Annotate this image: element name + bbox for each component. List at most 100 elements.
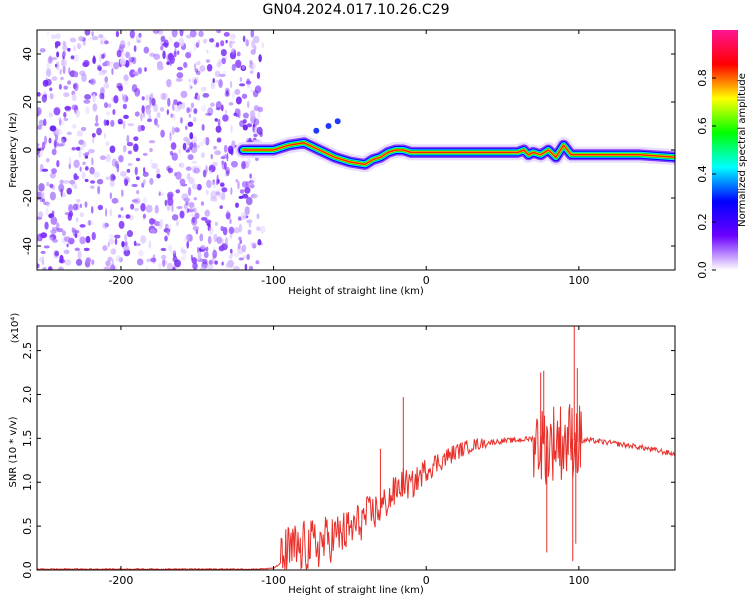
noise-blob (257, 110, 261, 119)
noise-blob (225, 39, 228, 44)
noise-blob (112, 61, 120, 70)
noise-blob (195, 229, 199, 235)
noise-blob (86, 220, 94, 226)
noise-blob (74, 247, 80, 251)
noise-blob (229, 248, 233, 254)
noise-blob (251, 40, 255, 49)
noise-blob (145, 107, 152, 115)
noise-blob (133, 45, 137, 52)
noise-blob (188, 50, 193, 54)
noise-blob (214, 260, 218, 265)
noise-blob (96, 127, 102, 136)
spectral-blob (325, 123, 332, 129)
noise-blob (256, 213, 260, 220)
noise-blob (188, 177, 195, 185)
noise-blob (71, 94, 77, 102)
noise-blob (250, 242, 257, 247)
noise-blob (187, 154, 194, 161)
noise-blob (107, 256, 113, 262)
x-tick-label: -100 (261, 574, 286, 587)
spectrogram-marks (37, 30, 675, 270)
noise-blob (176, 72, 184, 79)
noise-blob (92, 56, 97, 65)
noise-blob (223, 173, 227, 178)
noise-blob (58, 83, 62, 90)
noise-blob (214, 118, 219, 122)
noise-blob (73, 45, 76, 52)
noise-blob (238, 236, 242, 241)
noise-blob (141, 105, 145, 114)
noise-blob (131, 183, 138, 188)
noise-blob (137, 125, 142, 133)
colorbar-tick-label: 0.4 (696, 165, 709, 183)
noise-blob (99, 155, 107, 161)
noise-blob (230, 187, 233, 195)
noise-blob (173, 99, 178, 105)
noise-blob (247, 229, 252, 235)
noise-blob (63, 117, 69, 122)
noise-blob (88, 148, 95, 154)
noise-blob (92, 94, 96, 103)
noise-blob (176, 205, 183, 210)
noise-blob (72, 54, 80, 62)
noise-blob (110, 173, 116, 182)
noise-blob (126, 230, 134, 238)
noise-blob (92, 137, 95, 144)
snr-ylabel: SNR (10 * v/v) (8, 416, 19, 487)
noise-blob (54, 40, 61, 47)
noise-blob (102, 62, 107, 67)
noise-blob (238, 195, 244, 200)
noise-blob (188, 82, 193, 92)
noise-blob (166, 53, 173, 62)
noise-blob (149, 147, 153, 153)
noise-blob (75, 258, 83, 266)
noise-blob (46, 202, 50, 208)
noise-blob (251, 243, 257, 249)
noise-blob (193, 108, 198, 115)
noise-blob (78, 35, 84, 42)
noise-blob (114, 234, 121, 239)
noise-blob (97, 185, 101, 195)
noise-blob (166, 109, 170, 115)
noise-blob (184, 208, 188, 214)
noise-blob (70, 55, 75, 60)
noise-blob (196, 60, 201, 66)
noise-blob (199, 233, 204, 242)
noise-blob (176, 66, 184, 71)
x-tick-label: -200 (108, 274, 133, 287)
y-tick-label: 0 (21, 147, 34, 154)
noise-blob (111, 158, 117, 167)
noise-blob (182, 252, 187, 261)
noise-blob (41, 168, 49, 172)
colorbar-tick-label: 0.8 (696, 69, 709, 87)
noise-blob (191, 213, 194, 217)
y-tick-label: 1.5 (21, 430, 34, 448)
noise-blob (46, 181, 50, 187)
noise-blob (149, 177, 154, 185)
noise-blob (248, 64, 254, 69)
noise-blob (238, 257, 245, 261)
noise-blob (174, 259, 182, 268)
noise-blob (62, 41, 67, 47)
noise-blob (232, 91, 235, 100)
noise-blob (48, 112, 53, 118)
noise-blob (58, 183, 65, 193)
noise-blob (91, 35, 99, 41)
noise-blob (200, 216, 208, 221)
noise-blob (44, 94, 47, 98)
noise-blob (121, 240, 125, 248)
noise-blob (226, 89, 229, 97)
noise-blob (152, 254, 156, 262)
noise-blob (191, 183, 198, 190)
noise-blob (77, 159, 80, 164)
noise-blob (136, 36, 142, 44)
noise-blob (71, 183, 78, 188)
noise-blob (80, 145, 84, 151)
noise-blob (162, 92, 168, 101)
noise-blob (200, 152, 205, 159)
noise-blob (103, 102, 109, 109)
noise-blob (166, 262, 174, 270)
noise-blob (118, 220, 125, 229)
noise-blob (77, 43, 82, 50)
noise-blob (229, 80, 233, 89)
